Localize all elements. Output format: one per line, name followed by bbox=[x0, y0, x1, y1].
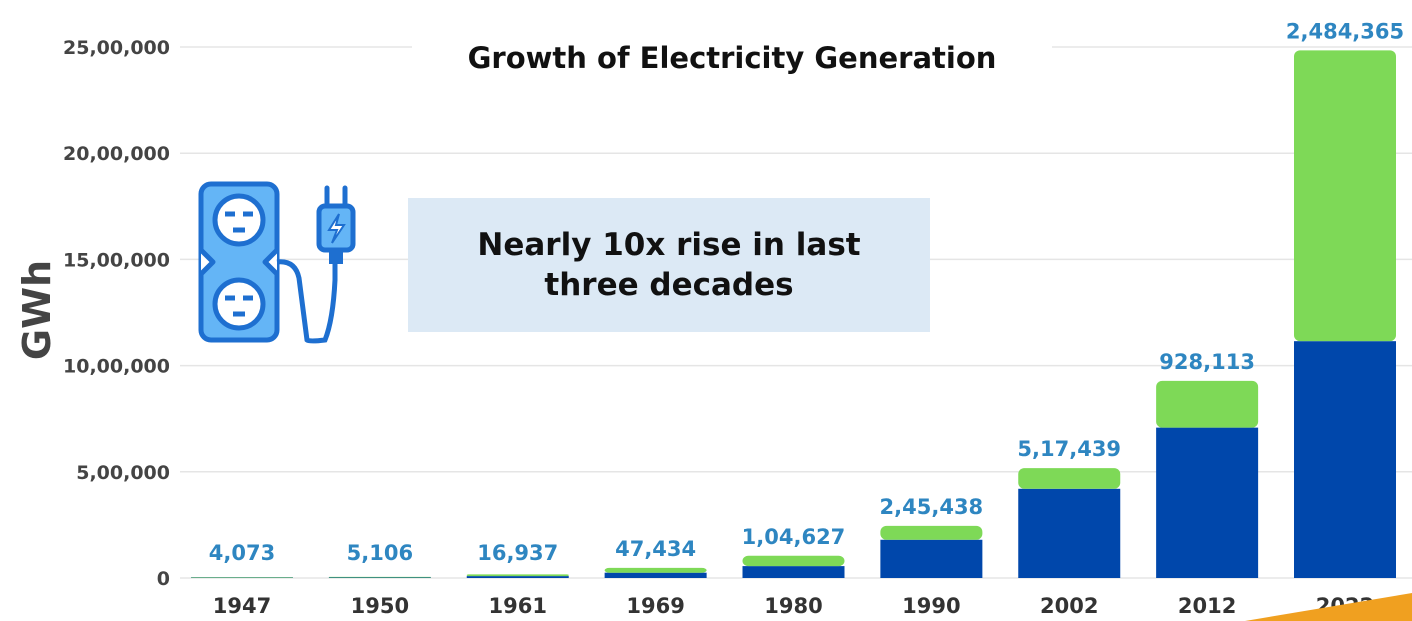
bar-2012-segment-1 bbox=[1156, 427, 1259, 578]
bar-1950-segment-2 bbox=[328, 576, 431, 578]
bar-1969-segment-2 bbox=[604, 567, 707, 573]
y-tick-label: 0 bbox=[157, 568, 170, 590]
bar-1990-segment-1 bbox=[880, 539, 983, 578]
chart-title-box: Growth of Electricity Generation bbox=[412, 30, 1052, 86]
bar-1980-segment-1 bbox=[742, 566, 845, 578]
y-axis-label: GWh bbox=[15, 260, 59, 360]
bar-1969-segment-1 bbox=[604, 572, 707, 578]
y-axis: 0 5,00,000 10,00,000 15,00,000 20,00,000 25,0… bbox=[63, 37, 170, 590]
data-label-1961: 16,937 bbox=[477, 541, 558, 565]
bar-1961-segment-2 bbox=[466, 574, 569, 577]
x-tick-label-1947: 1947 bbox=[213, 594, 271, 618]
data-label-1947: 4,073 bbox=[209, 541, 275, 565]
bar-2022-segment-1 bbox=[1294, 341, 1396, 578]
y-tick-label: 20,00,000 bbox=[63, 143, 170, 165]
data-label-1969: 47,434 bbox=[615, 537, 696, 561]
data-labels: 4,073 5,106 16,937 47,434 1,04,627 2,45,438 5,… bbox=[209, 19, 1404, 565]
chart-title: Growth of Electricity Generation bbox=[467, 41, 997, 75]
y-tick-label: 5,00,000 bbox=[76, 462, 170, 484]
x-tick-label-1969: 1969 bbox=[626, 594, 684, 618]
bar-2022-segment-2 bbox=[1294, 50, 1396, 342]
x-axis: 194719501961196919801990200220122022 bbox=[213, 594, 1374, 618]
corner-accent bbox=[1245, 593, 1412, 621]
x-tick-label-1990: 1990 bbox=[902, 594, 960, 618]
x-tick-label-1961: 1961 bbox=[489, 594, 547, 618]
y-tick-label: 25,00,000 bbox=[63, 37, 170, 59]
annotation-callout: Nearly 10x rise in last three decades bbox=[408, 198, 930, 332]
y-tick-label: 10,00,000 bbox=[63, 356, 170, 378]
bar-2002-segment-1 bbox=[1018, 488, 1121, 578]
data-label-2012: 928,113 bbox=[1159, 350, 1255, 374]
data-label-1980: 1,04,627 bbox=[742, 525, 846, 549]
bar-1950-segment-1 bbox=[328, 577, 431, 578]
x-tick-label-2012: 2012 bbox=[1178, 594, 1236, 618]
x-tick-label-2002: 2002 bbox=[1040, 594, 1098, 618]
data-label-2022: 2,484,365 bbox=[1286, 19, 1404, 43]
power-strip-plug-icon bbox=[198, 181, 356, 344]
x-tick-label-1980: 1980 bbox=[764, 594, 822, 618]
bar-1961-segment-1 bbox=[466, 576, 569, 578]
bar-2002-segment-2 bbox=[1018, 468, 1121, 489]
bars bbox=[191, 50, 1396, 578]
y-tick-label: 15,00,000 bbox=[63, 249, 170, 271]
bar-1980-segment-2 bbox=[742, 555, 845, 567]
data-label-1990: 2,45,438 bbox=[880, 495, 984, 519]
data-label-1950: 5,106 bbox=[347, 541, 413, 565]
x-tick-label-1950: 1950 bbox=[351, 594, 409, 618]
bar-1990-segment-2 bbox=[880, 525, 983, 540]
data-label-2002: 5,17,439 bbox=[1017, 437, 1121, 461]
bar-2012-segment-2 bbox=[1156, 380, 1259, 428]
annotation-text: Nearly 10x rise in last three decades bbox=[477, 226, 861, 303]
